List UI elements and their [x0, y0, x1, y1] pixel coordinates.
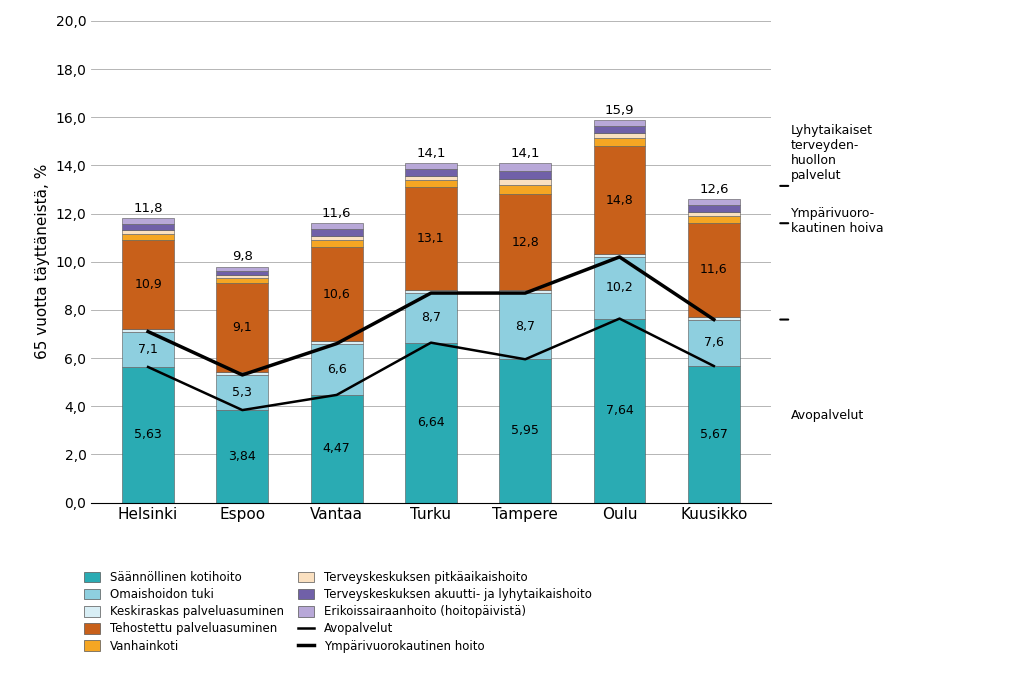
Text: 14,1: 14,1	[510, 147, 540, 160]
Bar	[593, 254, 646, 257]
Bar	[216, 283, 269, 372]
Bar	[593, 257, 646, 318]
Bar	[405, 175, 457, 180]
Text: 11,6: 11,6	[700, 263, 728, 276]
Text: 3,84: 3,84	[228, 450, 257, 463]
Text: 10,2: 10,2	[605, 281, 634, 295]
Bar	[405, 169, 457, 175]
Bar	[499, 359, 552, 503]
Text: 8,7: 8,7	[515, 320, 535, 333]
Bar	[310, 223, 363, 229]
Text: 8,7: 8,7	[421, 311, 441, 325]
Text: 9,1: 9,1	[232, 321, 252, 334]
Bar	[687, 223, 740, 317]
Bar	[499, 194, 552, 290]
Text: Avopalvelut: Avopalvelut	[791, 409, 864, 422]
Bar	[499, 290, 552, 293]
Text: 5,63: 5,63	[134, 429, 162, 441]
Bar	[593, 126, 646, 133]
Bar	[122, 234, 174, 240]
Bar	[122, 332, 174, 367]
Bar	[687, 199, 740, 205]
Text: 14,8: 14,8	[605, 193, 634, 207]
Text: 4,47: 4,47	[322, 443, 351, 455]
Bar	[216, 375, 269, 410]
Text: 10,9: 10,9	[134, 278, 162, 291]
Text: 11,8: 11,8	[133, 202, 163, 215]
Bar	[499, 179, 552, 185]
Bar	[687, 320, 740, 366]
Bar	[499, 185, 552, 194]
Bar	[687, 205, 740, 211]
Text: Lyhytaikaiset
terveyden-
huollon
palvelut: Lyhytaikaiset terveyden- huollon palvelu…	[791, 124, 873, 182]
Bar	[122, 230, 174, 234]
Text: 7,6: 7,6	[704, 336, 724, 349]
Legend: Säännöllinen kotihoito, Omaishoidon tuki, Keskiraskas palveluasuminen, Tehostett: Säännöllinen kotihoito, Omaishoidon tuki…	[83, 571, 591, 653]
Text: 7,64: 7,64	[605, 404, 634, 417]
Bar	[310, 395, 363, 503]
Text: 5,67: 5,67	[700, 428, 728, 441]
Bar	[122, 218, 174, 224]
Bar	[216, 267, 269, 271]
Bar	[310, 240, 363, 247]
Bar	[122, 329, 174, 332]
Bar	[122, 224, 174, 230]
Bar	[687, 317, 740, 320]
Bar	[310, 341, 363, 343]
Text: 13,1: 13,1	[417, 232, 445, 245]
Text: 15,9: 15,9	[604, 103, 635, 117]
Text: 11,6: 11,6	[321, 207, 352, 220]
Text: 5,95: 5,95	[511, 424, 539, 438]
Bar	[593, 146, 646, 254]
Text: 6,6: 6,6	[327, 363, 347, 376]
Bar	[593, 133, 646, 138]
Text: Ympärivuoro-
kautinen hoiva: Ympärivuoro- kautinen hoiva	[791, 207, 883, 235]
Bar	[216, 410, 269, 503]
Y-axis label: 65 vuotta täyttäneistä, %: 65 vuotta täyttäneistä, %	[34, 164, 50, 359]
Text: 12,8: 12,8	[511, 236, 539, 248]
Bar	[687, 366, 740, 503]
Text: 6,64: 6,64	[417, 416, 445, 429]
Text: 5,3: 5,3	[232, 386, 252, 399]
Bar	[687, 211, 740, 216]
Bar	[310, 236, 363, 240]
Bar	[499, 163, 552, 171]
Bar	[593, 119, 646, 126]
Bar	[405, 343, 457, 503]
Text: 9,8: 9,8	[232, 251, 252, 263]
Bar	[216, 372, 269, 375]
Bar	[216, 279, 269, 283]
Bar	[593, 318, 646, 503]
Bar	[310, 343, 363, 395]
Bar	[405, 293, 457, 343]
Bar	[405, 187, 457, 290]
Bar	[310, 229, 363, 236]
Bar	[122, 367, 174, 503]
Bar	[310, 247, 363, 341]
Text: 7,1: 7,1	[138, 343, 158, 356]
Text: 14,1: 14,1	[416, 147, 446, 160]
Bar	[216, 271, 269, 275]
Text: 10,6: 10,6	[322, 288, 351, 301]
Bar	[122, 240, 174, 329]
Bar	[499, 293, 552, 359]
Bar	[687, 216, 740, 223]
Bar	[499, 171, 552, 179]
Bar	[216, 275, 269, 279]
Text: 12,6: 12,6	[699, 183, 729, 196]
Bar	[405, 290, 457, 293]
Bar	[405, 180, 457, 187]
Bar	[593, 138, 646, 146]
Bar	[405, 163, 457, 169]
